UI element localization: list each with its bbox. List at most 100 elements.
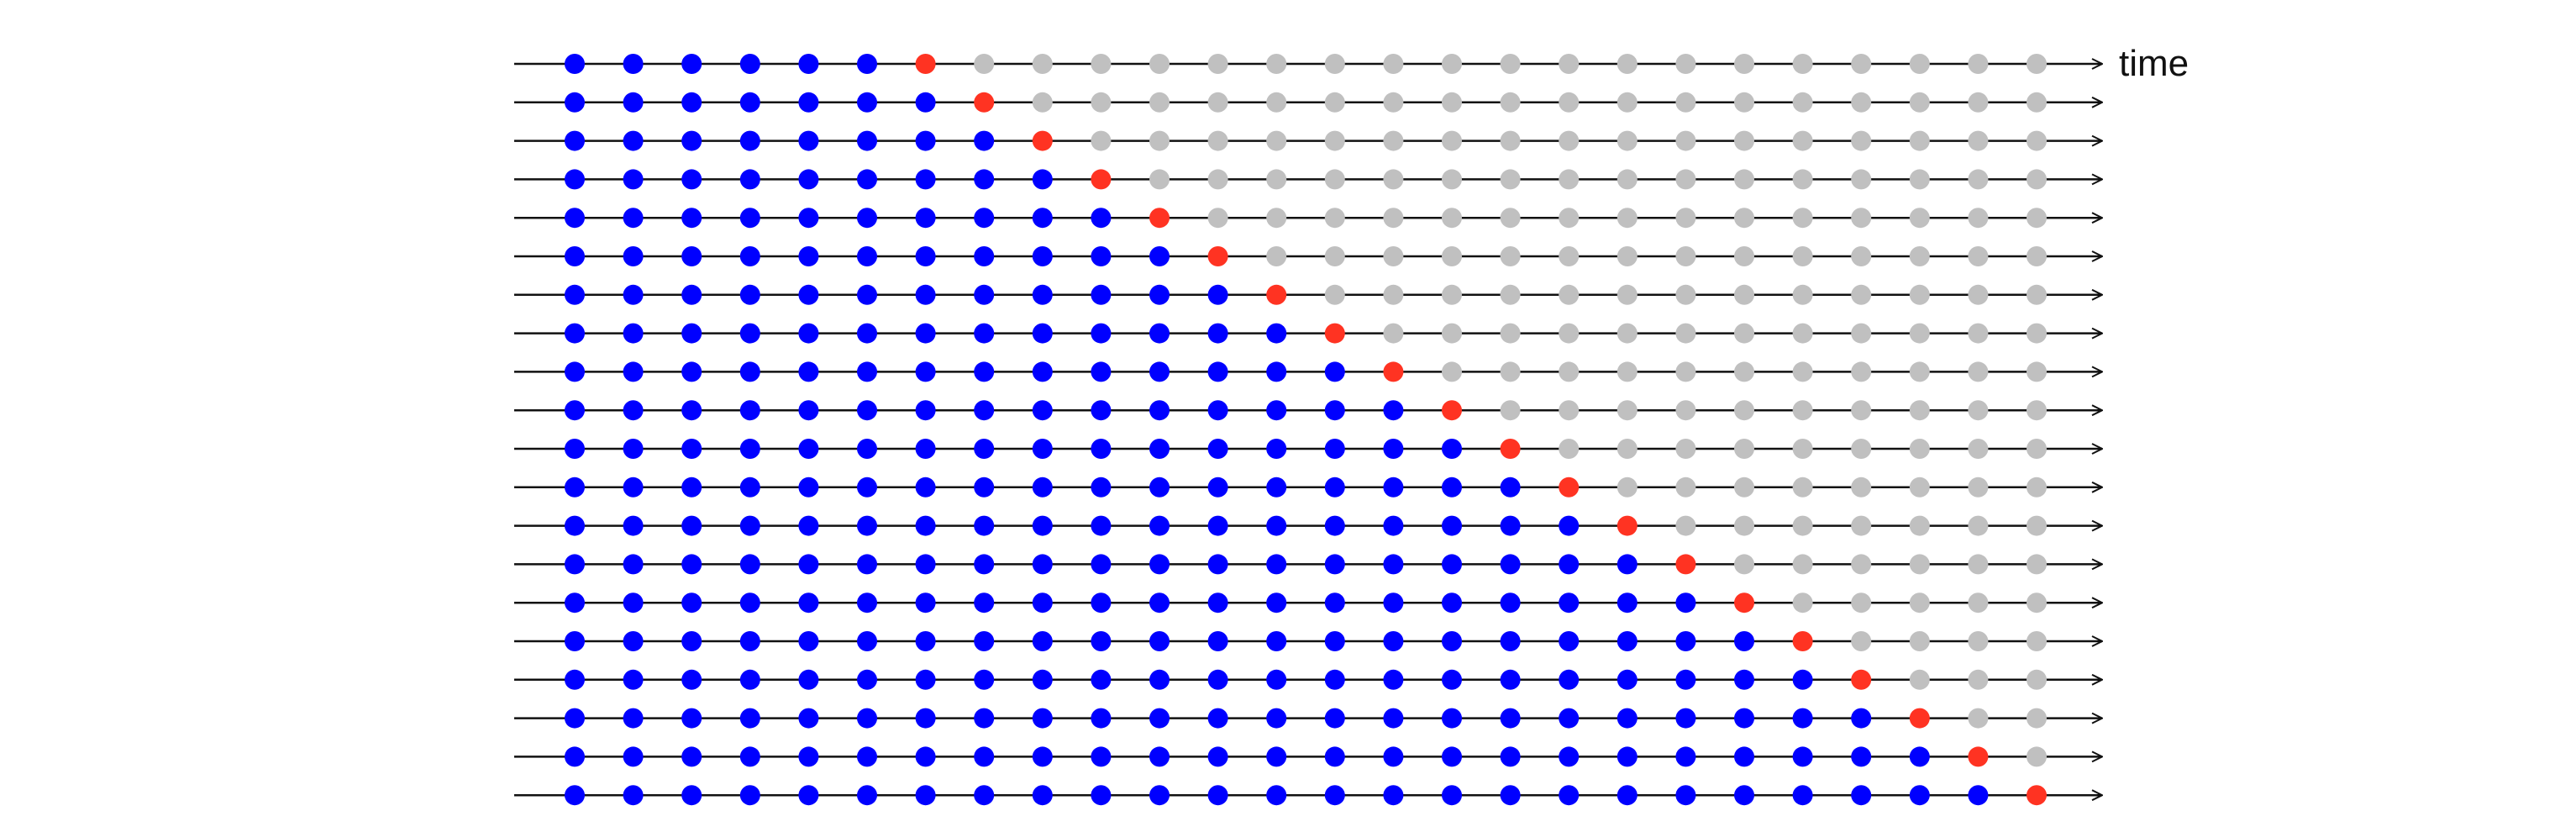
- training-point: [1851, 708, 1872, 729]
- training-point: [857, 554, 877, 575]
- training-point: [1207, 554, 1228, 575]
- unused-point: [1442, 92, 1462, 113]
- training-point: [1266, 515, 1287, 536]
- training-point: [681, 592, 702, 613]
- training-point: [1207, 708, 1228, 729]
- unused-point: [1968, 554, 1989, 575]
- training-point: [1091, 592, 1112, 613]
- training-point: [798, 169, 819, 190]
- training-point: [1032, 323, 1053, 344]
- training-point: [1091, 746, 1112, 767]
- unused-point: [1266, 54, 1287, 74]
- training-point: [1442, 746, 1462, 767]
- training-point: [1734, 785, 1754, 806]
- training-point: [798, 246, 819, 266]
- training-point: [1207, 477, 1228, 498]
- unused-point: [1617, 54, 1638, 74]
- unused-point: [1909, 361, 1930, 382]
- test-point: [1559, 477, 1580, 498]
- training-point: [1266, 323, 1287, 344]
- training-point: [1909, 785, 1930, 806]
- training-point: [1617, 592, 1638, 613]
- unused-point: [2027, 92, 2047, 113]
- training-point: [915, 361, 936, 382]
- training-point: [565, 92, 585, 113]
- training-point: [1734, 631, 1754, 651]
- training-point: [681, 208, 702, 229]
- timeline-row: [514, 669, 2102, 690]
- unused-point: [2027, 361, 2047, 382]
- training-point: [1324, 400, 1345, 421]
- training-point: [1324, 708, 1345, 729]
- unused-point: [1792, 130, 1813, 151]
- unused-point: [1734, 92, 1754, 113]
- unused-point: [1675, 323, 1696, 344]
- unused-point: [1968, 592, 1989, 613]
- unused-point: [1207, 92, 1228, 113]
- training-point: [681, 361, 702, 382]
- test-point: [1091, 169, 1112, 190]
- training-point: [1559, 746, 1580, 767]
- unused-point: [1851, 361, 1872, 382]
- unused-point: [1500, 92, 1521, 113]
- training-point: [974, 746, 995, 767]
- training-point: [1032, 477, 1053, 498]
- training-point: [798, 631, 819, 651]
- training-point: [565, 208, 585, 229]
- training-point: [1091, 208, 1112, 229]
- unused-point: [1324, 284, 1345, 305]
- training-point: [1149, 708, 1170, 729]
- training-point: [1207, 323, 1228, 344]
- unused-point: [1617, 477, 1638, 498]
- training-point: [1266, 746, 1287, 767]
- training-point: [857, 515, 877, 536]
- training-point: [915, 400, 936, 421]
- training-point: [1032, 708, 1053, 729]
- timeline-row: [514, 361, 2102, 382]
- training-point: [974, 554, 995, 575]
- test-point: [1032, 130, 1053, 151]
- unused-point: [1207, 54, 1228, 74]
- unused-point: [1734, 246, 1754, 266]
- unused-point: [1617, 400, 1638, 421]
- training-point: [798, 361, 819, 382]
- training-point: [1032, 746, 1053, 767]
- unused-point: [1617, 323, 1638, 344]
- unused-point: [1909, 515, 1930, 536]
- timeline-row: [514, 284, 2102, 305]
- training-point: [623, 323, 644, 344]
- unused-point: [1968, 130, 1989, 151]
- unused-point: [1266, 130, 1287, 151]
- training-point: [1032, 246, 1053, 266]
- unused-point: [1734, 323, 1754, 344]
- training-point: [1383, 631, 1404, 651]
- training-point: [1675, 592, 1696, 613]
- training-point: [857, 669, 877, 690]
- unused-point: [1851, 284, 1872, 305]
- unused-point: [1091, 92, 1112, 113]
- unused-point: [1851, 208, 1872, 229]
- training-point: [1675, 669, 1696, 690]
- unused-point: [1968, 515, 1989, 536]
- test-point: [1149, 208, 1170, 229]
- training-point: [974, 400, 995, 421]
- training-point: [681, 323, 702, 344]
- training-point: [915, 439, 936, 459]
- training-point: [623, 54, 644, 74]
- unused-point: [1266, 246, 1287, 266]
- training-point: [857, 323, 877, 344]
- unused-point: [2027, 477, 2047, 498]
- training-point: [739, 208, 760, 229]
- unused-point: [1149, 130, 1170, 151]
- training-point: [1207, 515, 1228, 536]
- training-point: [1032, 785, 1053, 806]
- training-point: [1324, 592, 1345, 613]
- unused-point: [1909, 400, 1930, 421]
- test-point: [1617, 515, 1638, 536]
- training-point: [1442, 669, 1462, 690]
- training-point: [681, 515, 702, 536]
- training-point: [1617, 554, 1638, 575]
- timeline-row: [514, 54, 2102, 74]
- training-point: [857, 746, 877, 767]
